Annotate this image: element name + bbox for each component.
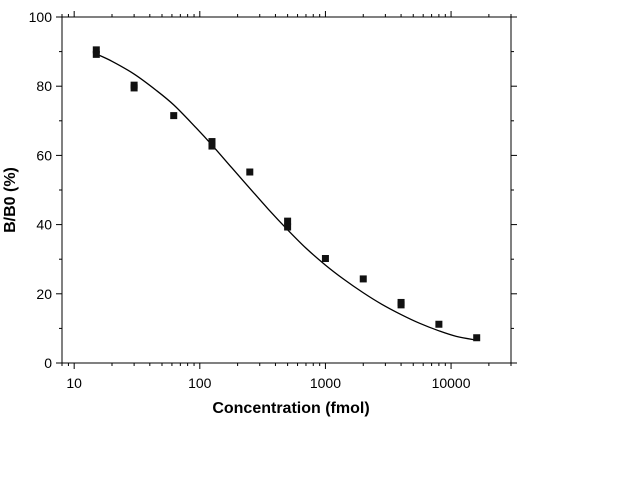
fit-curve [96, 53, 477, 341]
y-tick-label: 60 [36, 147, 52, 163]
data-point [435, 320, 443, 328]
data-point [246, 168, 254, 176]
data-point [473, 334, 481, 342]
x-tick-label: 10 [66, 375, 82, 391]
data-point [208, 138, 216, 146]
data-point [397, 301, 405, 309]
x-axis-ticks: 10 100 1000 10000 [61, 11, 512, 391]
y-tick-label: 100 [29, 9, 53, 25]
y-tick-label: 0 [44, 355, 52, 371]
data-point [284, 217, 292, 225]
y-axis-ticks: 0 20 40 60 80 100 [29, 9, 517, 371]
data-point [359, 275, 367, 283]
y-axis-title: B/B0 (%) [2, 167, 19, 233]
data-markers [92, 46, 481, 342]
data-point [321, 255, 329, 263]
x-tick-label: 100 [188, 375, 212, 391]
plot-frame [61, 16, 512, 364]
x-tick-label: 10000 [432, 375, 471, 391]
y-tick-label: 20 [36, 286, 52, 302]
data-point [92, 46, 100, 54]
data-point [284, 223, 292, 231]
data-point [130, 84, 138, 92]
data-point [208, 142, 216, 150]
y-tick-label: 40 [36, 217, 52, 233]
x-axis-title: Concentration (fmol) [212, 400, 369, 417]
data-point [170, 112, 178, 120]
data-point [92, 50, 100, 58]
x-tick-label: 1000 [310, 375, 341, 391]
y-tick-label: 80 [36, 78, 52, 94]
